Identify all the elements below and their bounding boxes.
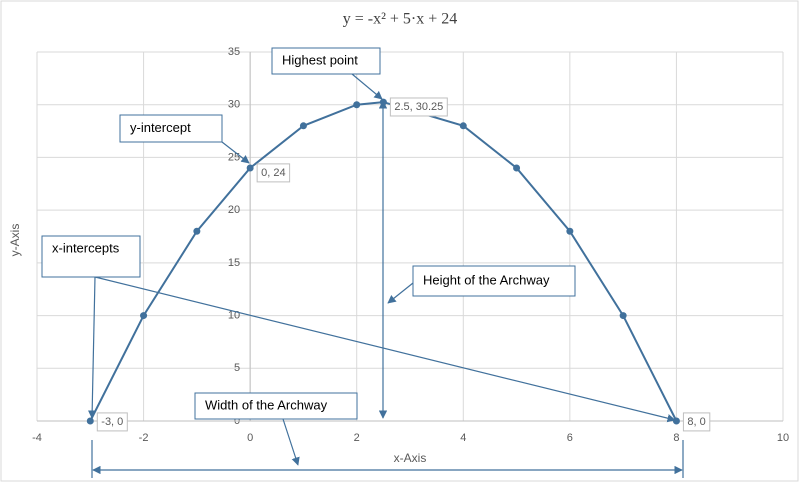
data-label: 0, 24 [261, 167, 285, 179]
annotation-text: Highest point [282, 52, 358, 67]
annotation-box [271, 47, 381, 75]
x-tick-label: 8 [673, 432, 679, 444]
data-label-box [96, 412, 128, 432]
data-label-box [682, 412, 711, 432]
point [513, 164, 521, 172]
annotation-arrow [87, 276, 97, 419]
annotation-arrow [387, 282, 414, 304]
y-tick-label: 35 [228, 46, 240, 58]
annotation-text: Width of the Archway [205, 397, 328, 412]
point [459, 122, 467, 130]
point [299, 122, 307, 130]
annotation-arrow [282, 418, 300, 466]
annotation-text: x-intercepts [52, 240, 120, 255]
x-tick-label: 4 [460, 432, 466, 444]
annotation-box [119, 114, 223, 143]
annotation-box [41, 235, 141, 278]
point [140, 312, 148, 320]
y-tick-label: 20 [228, 204, 240, 216]
point [353, 101, 361, 109]
point [619, 312, 627, 320]
y-tick-label: 25 [228, 151, 240, 163]
annotation-text: Height of the Archway [423, 272, 550, 287]
annotation-arrow [351, 73, 383, 100]
x-tick-label: 0 [247, 432, 253, 444]
annotation-arrow [94, 276, 676, 423]
data-label-box [389, 97, 448, 117]
point [86, 417, 94, 425]
data-label: -3, 0 [101, 416, 123, 428]
x-tick-label: 10 [777, 432, 789, 444]
data-label: 8, 0 [687, 416, 705, 428]
x-tick-label: 6 [567, 432, 573, 444]
x-tick-label: -4 [32, 432, 42, 444]
annotation-box [412, 265, 576, 297]
data-label: 2.5, 30.25 [394, 101, 443, 113]
point [672, 417, 680, 425]
data-label-box [256, 163, 291, 183]
y-tick-label: 15 [228, 257, 240, 269]
y-tick-label: 30 [228, 99, 240, 111]
x-axis-label: x-Axis [394, 451, 427, 465]
point [246, 164, 254, 172]
chart-title: y = -x² + 5·x + 24 [343, 11, 458, 28]
annotation-box [194, 392, 358, 420]
x-tick-label: -2 [139, 432, 149, 444]
point [193, 227, 201, 235]
y-axis-label: y-Axis [8, 224, 22, 257]
y-tick-label: 5 [234, 362, 240, 374]
x-tick-label: 2 [354, 432, 360, 444]
point [566, 227, 574, 235]
curve [89, 101, 678, 422]
point [379, 98, 387, 106]
annotation-text: y-intercept [130, 120, 191, 135]
annotation-arrow [221, 141, 250, 164]
